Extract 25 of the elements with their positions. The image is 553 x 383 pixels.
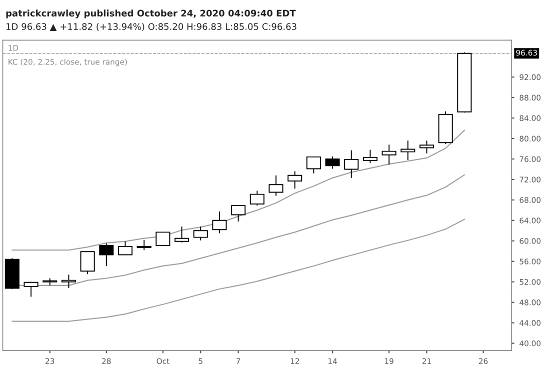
candlestick xyxy=(362,149,378,164)
candlestick xyxy=(400,140,416,160)
candlestick xyxy=(212,210,227,234)
candlestick xyxy=(24,281,38,298)
candlestick xyxy=(382,144,396,166)
candlestick xyxy=(136,239,152,251)
chart-subtitle: 1D 96.63 ▲ +11.82 (+13.94%) O:85.20 H:96.83 L:85.05 C:96.63 xyxy=(6,22,296,32)
candlestick xyxy=(250,190,264,206)
chart-title: patrickcrawley published October 24, 2020 04:09:40 EDT xyxy=(6,10,296,18)
candlestick xyxy=(193,226,208,241)
candlestick xyxy=(174,226,190,243)
line-series xyxy=(12,218,465,322)
candlestick xyxy=(268,174,284,196)
candlestick xyxy=(80,251,95,275)
candlestick xyxy=(118,240,133,256)
candlestick xyxy=(61,274,76,288)
candlestick xyxy=(99,242,114,266)
candlestick xyxy=(306,156,321,174)
candlestick xyxy=(156,232,170,246)
line-series xyxy=(12,130,465,251)
candlestick xyxy=(325,156,340,170)
candlestick xyxy=(344,150,359,178)
candlestick xyxy=(231,205,246,222)
candlestick xyxy=(419,140,434,154)
candlestick xyxy=(288,170,302,190)
